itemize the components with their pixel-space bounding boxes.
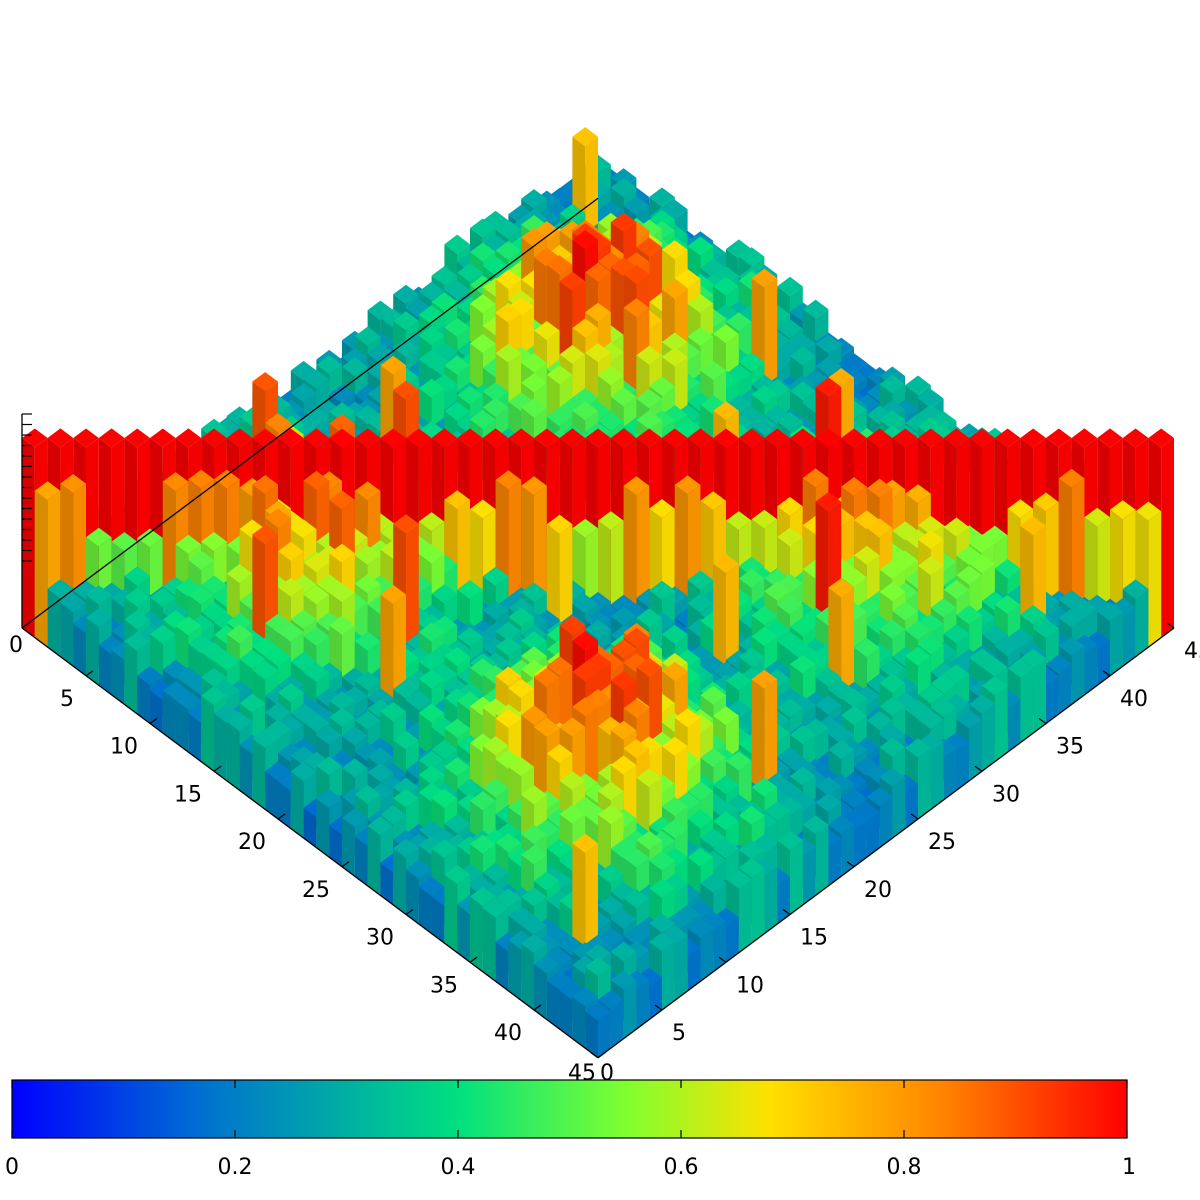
bar-top-face bbox=[290, 383, 317, 403]
bar-top-face bbox=[444, 234, 470, 254]
bar-top-face bbox=[470, 218, 496, 238]
bar-top-face bbox=[713, 324, 739, 344]
bar-top-face bbox=[534, 221, 560, 241]
bar-top-face bbox=[367, 344, 394, 364]
bar-top-face bbox=[559, 203, 586, 223]
bar-top-face bbox=[790, 333, 816, 353]
bar-top-face bbox=[444, 280, 470, 300]
bar-top-face bbox=[687, 327, 714, 347]
bar-top-face bbox=[393, 284, 419, 304]
bar-top-face bbox=[726, 312, 752, 332]
bar-top-face bbox=[393, 311, 419, 331]
bar-top-face bbox=[623, 196, 650, 216]
bar-side-face bbox=[47, 588, 61, 657]
bar-top-face bbox=[482, 234, 509, 254]
bar-top-face bbox=[418, 281, 445, 301]
bar-side-face bbox=[1135, 588, 1149, 657]
bar-top-face bbox=[508, 204, 534, 224]
bar-top-face bbox=[495, 220, 522, 240]
bar-top-face bbox=[418, 349, 445, 369]
bar-top-face bbox=[470, 294, 496, 314]
bar-top-face bbox=[444, 317, 470, 337]
bar-top-face bbox=[598, 252, 624, 272]
bar-top-face bbox=[470, 242, 496, 262]
bars-layer bbox=[22, 127, 1174, 1058]
bar-side-face bbox=[34, 490, 48, 648]
bar-top-face bbox=[418, 326, 445, 346]
bar-top-face bbox=[802, 299, 829, 319]
bar-top-face bbox=[521, 215, 547, 235]
bar-top-face bbox=[649, 187, 675, 207]
bar-top-face bbox=[674, 269, 701, 289]
bar-side-face bbox=[86, 617, 99, 686]
bar-top-face bbox=[431, 266, 458, 286]
bar-top-face bbox=[380, 308, 406, 328]
bar-top-face bbox=[636, 237, 662, 257]
bar-top-face bbox=[726, 300, 752, 320]
bar-top-face bbox=[393, 338, 419, 358]
bar-top-face bbox=[354, 326, 381, 346]
bar-top-face bbox=[815, 334, 842, 354]
bar-top-face bbox=[815, 356, 842, 376]
bar-top-face bbox=[546, 255, 573, 275]
bar-top-face bbox=[508, 296, 534, 316]
bar-side-face bbox=[1148, 511, 1162, 648]
bar-top-face bbox=[751, 268, 778, 288]
bar-side-face bbox=[1161, 438, 1174, 638]
bar-top-face bbox=[841, 353, 867, 373]
bar-top-face bbox=[662, 240, 688, 260]
bar-top-face bbox=[329, 384, 355, 404]
bar-top-face bbox=[431, 292, 458, 312]
bar-top-face bbox=[662, 279, 688, 299]
bar-top-face bbox=[738, 352, 765, 372]
bar-side-face bbox=[1110, 611, 1123, 676]
bar-top-face bbox=[610, 168, 637, 188]
bar-top-face bbox=[713, 276, 739, 296]
bar-top-face bbox=[342, 357, 368, 377]
bar-top-face bbox=[572, 230, 598, 250]
bar-side-face bbox=[60, 602, 74, 667]
bar-top-face bbox=[687, 236, 714, 256]
bar-top-face bbox=[687, 294, 714, 314]
bar-top-face bbox=[610, 212, 637, 232]
bar-top-face bbox=[610, 178, 637, 198]
bar-side-face bbox=[22, 438, 35, 638]
bar-top-face bbox=[303, 369, 330, 389]
bar-top-face bbox=[534, 208, 560, 228]
bar-top-face bbox=[546, 187, 573, 207]
bar-top-face bbox=[457, 263, 483, 283]
bar-top-face bbox=[636, 219, 662, 239]
bar-top-face bbox=[585, 262, 611, 282]
bar-top-face bbox=[572, 127, 598, 147]
bar-top-face bbox=[521, 227, 547, 247]
bar-top-face bbox=[521, 189, 547, 209]
bar-top-face bbox=[495, 241, 522, 261]
bar-top-face bbox=[790, 346, 816, 366]
bar-top-face bbox=[623, 252, 650, 272]
bar-top-face bbox=[482, 256, 509, 276]
bar-top-face bbox=[367, 300, 394, 320]
bar-top-face bbox=[777, 319, 803, 339]
bar-top-face bbox=[316, 355, 342, 375]
bar-top-face bbox=[738, 247, 765, 267]
bar-top-face bbox=[777, 276, 803, 296]
bar-top-face bbox=[495, 269, 522, 289]
bar-top-face bbox=[418, 305, 445, 325]
